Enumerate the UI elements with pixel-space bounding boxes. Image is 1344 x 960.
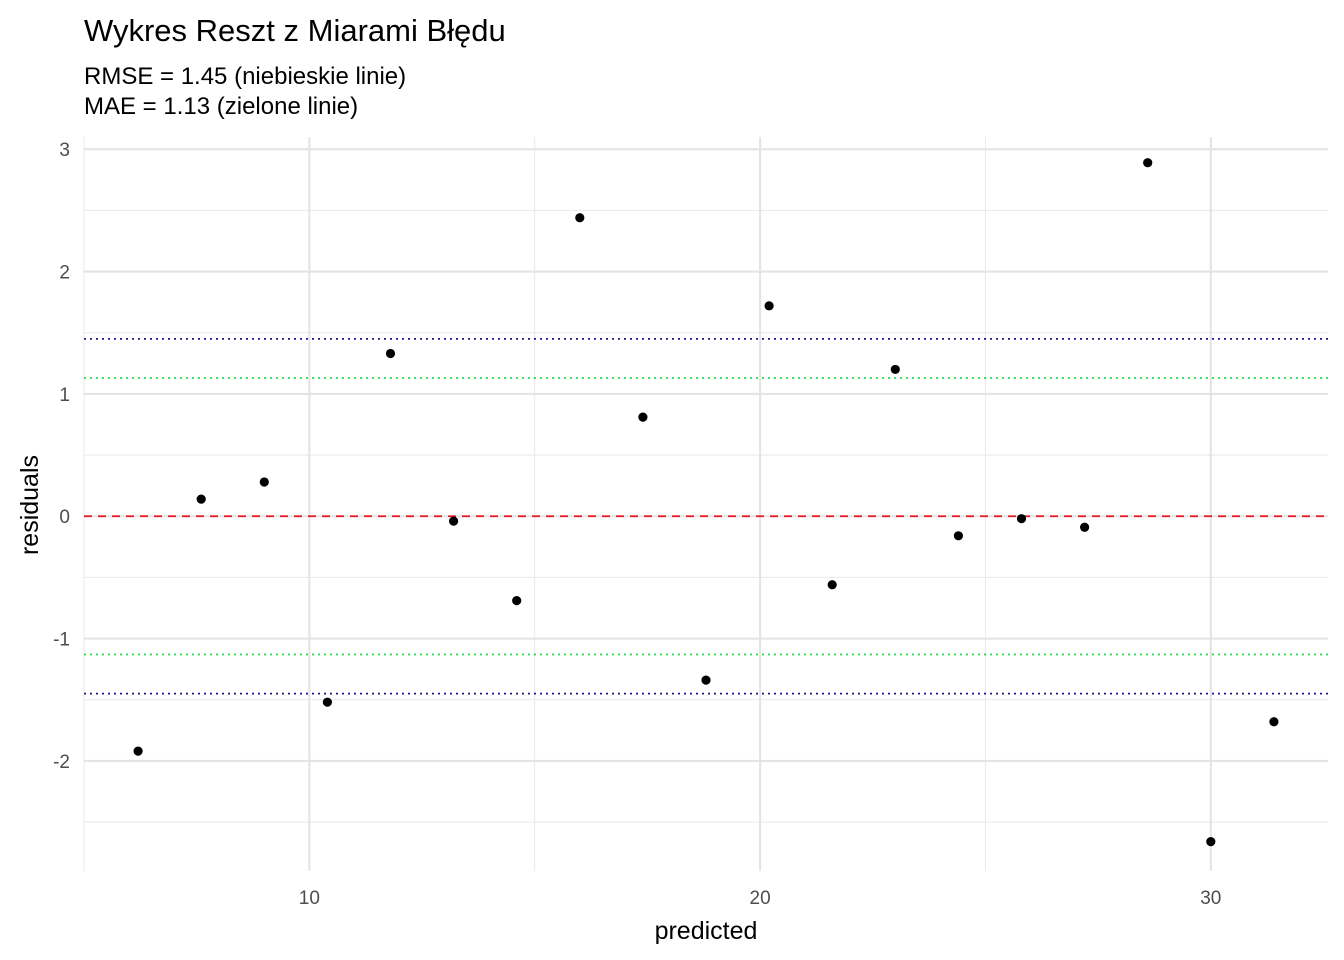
data-point (827, 580, 837, 590)
reference-lines (84, 337, 1328, 695)
major-gridlines (84, 137, 1328, 871)
data-point (764, 301, 774, 311)
minor-gridlines (83, 137, 1328, 871)
data-point (953, 531, 964, 541)
y-tick-label: 0 (59, 507, 70, 528)
data-point (638, 412, 648, 422)
y-tick-label: 3 (59, 140, 70, 161)
data-point (512, 596, 522, 606)
x-tick-label: 10 (299, 888, 320, 909)
data-point (196, 494, 206, 504)
data-point (890, 364, 900, 375)
data-point (1080, 522, 1090, 532)
y-axis-title: residuals (16, 455, 44, 555)
x-axis-title: predicted (655, 917, 758, 945)
chart-subtitle-rmse: RMSE = 1.45 (niebieskie linie) (84, 63, 406, 90)
data-point (259, 477, 269, 487)
data-points (133, 158, 1279, 847)
y-axis-tick-labels: -2 -1 0 1 2 3 (53, 140, 70, 773)
x-tick-label: 20 (750, 888, 771, 909)
y-tick-label: 2 (59, 263, 70, 284)
data-point (133, 746, 143, 756)
y-tick-label: -2 (53, 752, 70, 773)
x-tick-label: 30 (1200, 888, 1221, 909)
data-point (448, 516, 459, 526)
data-point (1143, 158, 1153, 168)
data-point (1269, 717, 1279, 727)
y-tick-label: -1 (53, 630, 70, 651)
data-point (701, 675, 711, 685)
data-point (575, 213, 585, 223)
chart-subtitle-mae: MAE = 1.13 (zielone linie) (84, 93, 358, 120)
y-tick-label: 1 (59, 385, 70, 406)
data-point (322, 697, 332, 707)
data-point (1206, 837, 1216, 847)
chart-title: Wykres Reszt z Miarami Błędu (84, 13, 506, 48)
data-point (1016, 514, 1027, 524)
x-axis-tick-labels: 10 20 30 (299, 888, 1222, 909)
data-point (385, 348, 396, 359)
